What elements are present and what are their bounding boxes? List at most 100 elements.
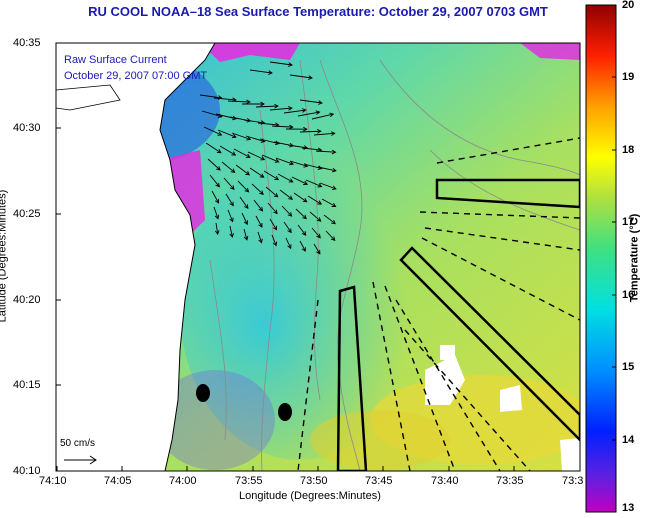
cold-nearshore-region xyxy=(155,370,275,470)
current-vector-arrowhead xyxy=(274,175,280,181)
current-vector-arrowhead xyxy=(315,110,321,115)
current-vector-arrowhead xyxy=(260,120,266,125)
current-vector-arrowhead xyxy=(287,228,292,234)
survey-box-east xyxy=(435,178,580,209)
bathymetry-contours xyxy=(209,59,580,471)
current-vector-arrowhead xyxy=(331,149,337,155)
current-vector-arrow xyxy=(255,105,278,108)
current-vector-arrowhead xyxy=(245,171,251,176)
current-vector-arrow xyxy=(215,222,219,235)
colorbar-tick-label: 14 xyxy=(622,434,635,446)
current-vector-arrow xyxy=(317,166,337,172)
current-vector-arrow xyxy=(263,170,279,180)
current-vector-arrow xyxy=(291,176,308,185)
current-vector-arrow xyxy=(325,230,336,241)
y-tick-label: 40:30 xyxy=(13,122,41,134)
current-vector-arrow xyxy=(269,107,292,111)
current-vector-arrow xyxy=(209,174,220,187)
current-vector-arrow xyxy=(305,179,322,188)
inset-label-product: Raw Surface Current xyxy=(64,54,167,66)
current-vector-arrowhead xyxy=(216,149,222,154)
current-vector-arrow xyxy=(215,113,237,120)
current-vector-arrowhead xyxy=(229,232,234,238)
map-title: RU COOL NOAA–18 Sea Surface Temperature:… xyxy=(88,4,548,19)
current-vector-arrow xyxy=(213,97,236,101)
x-axis-label: Longitude (Degrees:Minutes) xyxy=(239,490,381,502)
current-vector-arrowhead xyxy=(274,158,280,163)
current-vector-arrowhead xyxy=(214,198,220,204)
current-vector-arrow xyxy=(223,177,235,190)
current-vector-arrowhead xyxy=(268,70,273,75)
current-vector-arrow xyxy=(323,214,336,225)
map-area xyxy=(56,43,580,471)
current-vector-arrowhead xyxy=(272,241,278,247)
survey-box-southeast xyxy=(399,246,580,442)
colorbar-tick-label: 20 xyxy=(622,0,635,11)
current-vector-arrow xyxy=(205,142,222,154)
current-vector-arrow xyxy=(217,129,237,138)
current-vector-arrow xyxy=(219,145,236,156)
inset-label-time: October 29, 2007 07:00 GMT xyxy=(64,70,208,82)
current-vector-arrow xyxy=(229,225,233,238)
current-vector-arrow xyxy=(297,224,307,236)
cloud-edge-top xyxy=(200,43,300,62)
current-vector-arrow xyxy=(275,157,294,165)
current-vector-arrowhead xyxy=(274,140,280,146)
cloud-gap-4 xyxy=(440,345,455,360)
colorbar-tick-label: 18 xyxy=(622,144,635,156)
current-vector-arrow xyxy=(225,193,234,206)
current-vector-arrow xyxy=(235,164,250,176)
current-vector-arrowhead xyxy=(331,202,337,207)
current-vector-arrowhead xyxy=(216,166,221,171)
current-vector-arrowhead xyxy=(272,225,278,231)
current-vector-arrowhead xyxy=(243,235,249,241)
x-tick-label: 73:3 xyxy=(562,475,584,487)
survey-box-south xyxy=(336,285,368,471)
current-vector-arrowhead xyxy=(260,156,266,161)
current-vector-arrowhead xyxy=(214,230,220,235)
current-vector-arrow xyxy=(239,196,249,209)
current-vector-arrowhead xyxy=(303,180,309,185)
current-vector-arrowhead xyxy=(331,185,337,190)
colorbar-tick-label: 16 xyxy=(622,289,635,301)
current-vector-arrow xyxy=(221,161,235,173)
current-vector-arrow xyxy=(293,192,307,203)
current-vector-arrowhead xyxy=(288,178,294,183)
current-vector-arrow xyxy=(255,215,263,228)
current-vector-arrow xyxy=(233,148,251,158)
current-vector-arrowhead xyxy=(215,182,220,188)
y-tick-label: 40:15 xyxy=(13,379,41,391)
current-vector-arrowhead xyxy=(316,233,321,239)
current-vector-arrowhead xyxy=(274,103,279,109)
current-vector-arrow xyxy=(243,119,265,124)
current-vector-arrow xyxy=(249,167,265,178)
current-vector-arrow xyxy=(289,160,308,167)
current-vector-arrowhead xyxy=(258,238,263,244)
current-vector-arrowhead xyxy=(232,115,238,121)
current-vector-arrow xyxy=(251,183,264,195)
current-vector-arrowhead xyxy=(231,151,237,156)
y-axis-label: Latitude (Degrees:Minutes) xyxy=(0,189,9,323)
y-tick-label: 40:20 xyxy=(13,294,41,306)
current-vector-arrowhead xyxy=(317,129,322,134)
island-north xyxy=(56,84,121,111)
current-vector-arrowhead xyxy=(260,101,265,107)
current-vector-arrow xyxy=(295,208,307,219)
current-vector-arrow xyxy=(245,135,265,142)
land-mass xyxy=(56,43,216,471)
current-vector-arrow xyxy=(277,173,293,183)
current-vector-arrow xyxy=(283,109,306,114)
current-vector-arrowhead xyxy=(288,106,293,111)
current-vector-arrowhead xyxy=(308,75,313,80)
current-vector-arrowhead xyxy=(302,197,308,203)
current-vector-arrowhead xyxy=(316,249,321,255)
current-vector-arrow xyxy=(257,231,262,243)
current-vector-arrow xyxy=(265,186,278,198)
current-vector-arrow xyxy=(303,163,322,170)
current-vector-arrowhead xyxy=(214,214,220,220)
current-vector-arrow xyxy=(269,61,293,66)
current-vector-arrow xyxy=(227,209,234,222)
current-vector-arrowhead xyxy=(246,136,252,141)
current-vector-arrowhead xyxy=(273,209,278,215)
